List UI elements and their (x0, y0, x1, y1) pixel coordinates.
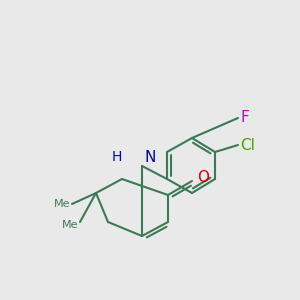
Text: Cl: Cl (240, 137, 255, 152)
Text: O: O (197, 170, 209, 185)
Text: N: N (144, 149, 155, 164)
Text: Me: Me (61, 220, 78, 230)
Text: Me: Me (53, 199, 70, 209)
Text: H: H (112, 150, 122, 164)
Text: F: F (240, 110, 249, 125)
